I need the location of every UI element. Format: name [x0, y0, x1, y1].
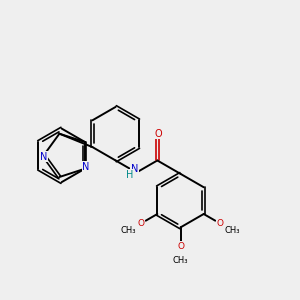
Text: CH₃: CH₃ [173, 256, 188, 265]
Text: O: O [217, 219, 224, 228]
Text: H: H [126, 170, 134, 180]
Text: CH₃: CH₃ [121, 226, 136, 235]
Text: N: N [82, 162, 90, 172]
Text: O: O [177, 242, 184, 251]
Text: N: N [130, 164, 138, 174]
Text: CH₃: CH₃ [225, 226, 240, 235]
Text: N: N [40, 152, 47, 162]
Text: O: O [154, 129, 162, 139]
Text: O: O [137, 219, 144, 228]
